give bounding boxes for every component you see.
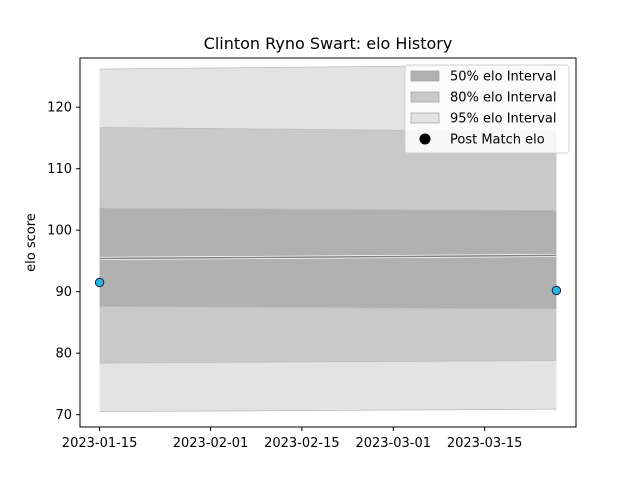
x-tick-label: 2023-02-01	[173, 436, 249, 451]
interval-band-50	[99, 208, 557, 309]
interval-band-lower-edge	[99, 306, 557, 310]
y-tick-label: 100	[47, 224, 72, 239]
legend-label: 80% elo Interval	[450, 91, 557, 106]
legend-swatch	[410, 70, 440, 82]
y-axis-label: elo score	[24, 213, 39, 272]
legend-label: Post Match elo	[450, 133, 545, 148]
interval-band-lower-edge	[99, 360, 557, 364]
interval-band-upper-edge	[99, 207, 557, 211]
legend-label: 95% elo Interval	[450, 112, 557, 127]
y-tick-label: 90	[55, 285, 72, 300]
post-match-elo-point	[94, 277, 105, 288]
y-axis: 70 80 90 100 110 120	[47, 101, 80, 423]
mean-elo-line	[99, 254, 557, 260]
chart-title: Clinton Ryno Swart: elo History	[204, 34, 453, 53]
interval-band-lower-edge	[99, 408, 557, 413]
legend-swatch	[410, 91, 440, 103]
axes-frame	[79, 57, 577, 428]
legend-label: 50% elo Interval	[450, 70, 557, 85]
x-axis: 2023-01-15 2023-02-01 2023-02-15 2023-03-01…	[62, 427, 523, 451]
post-match-elo-point	[551, 285, 562, 296]
legend: 50% elo Interval 80% elo Interval 95% elo …	[404, 64, 570, 154]
legend-marker	[419, 133, 431, 145]
x-tick-label: 2023-01-15	[62, 436, 138, 451]
x-tick-label: 2023-02-15	[264, 436, 340, 451]
y-tick-label: 110	[47, 162, 72, 177]
y-tick-label: 70	[55, 408, 72, 423]
x-tick-label: 2023-03-15	[447, 436, 523, 451]
y-tick-label: 120	[47, 101, 72, 116]
legend-swatch	[410, 112, 440, 124]
x-tick-label: 2023-03-01	[355, 436, 431, 451]
legend-box	[404, 64, 570, 154]
y-tick-label: 80	[55, 347, 72, 362]
